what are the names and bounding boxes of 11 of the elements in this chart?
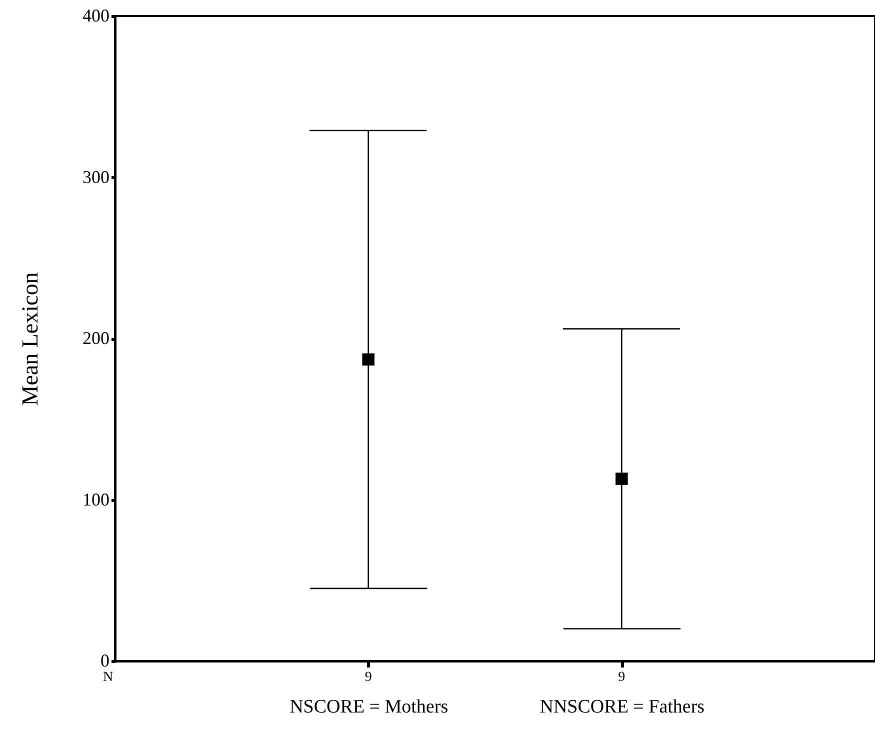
text: 9 [618, 670, 626, 685]
y-axis-title: Mean Lexicon [18, 272, 42, 406]
y-tick-label: 200 [82, 328, 110, 348]
text: N [102, 670, 114, 685]
y-tick-label: 0 [100, 650, 110, 670]
x-tick-label: NSCORE = Mothers [290, 696, 448, 718]
y-tick-label: 300 [82, 166, 110, 187]
y-tick-label: 400 [82, 6, 110, 26]
x-tick-label: NNSCORE = Fathers [540, 696, 705, 718]
text: 9 [364, 670, 372, 685]
y-tick-label: 100 [82, 489, 110, 510]
